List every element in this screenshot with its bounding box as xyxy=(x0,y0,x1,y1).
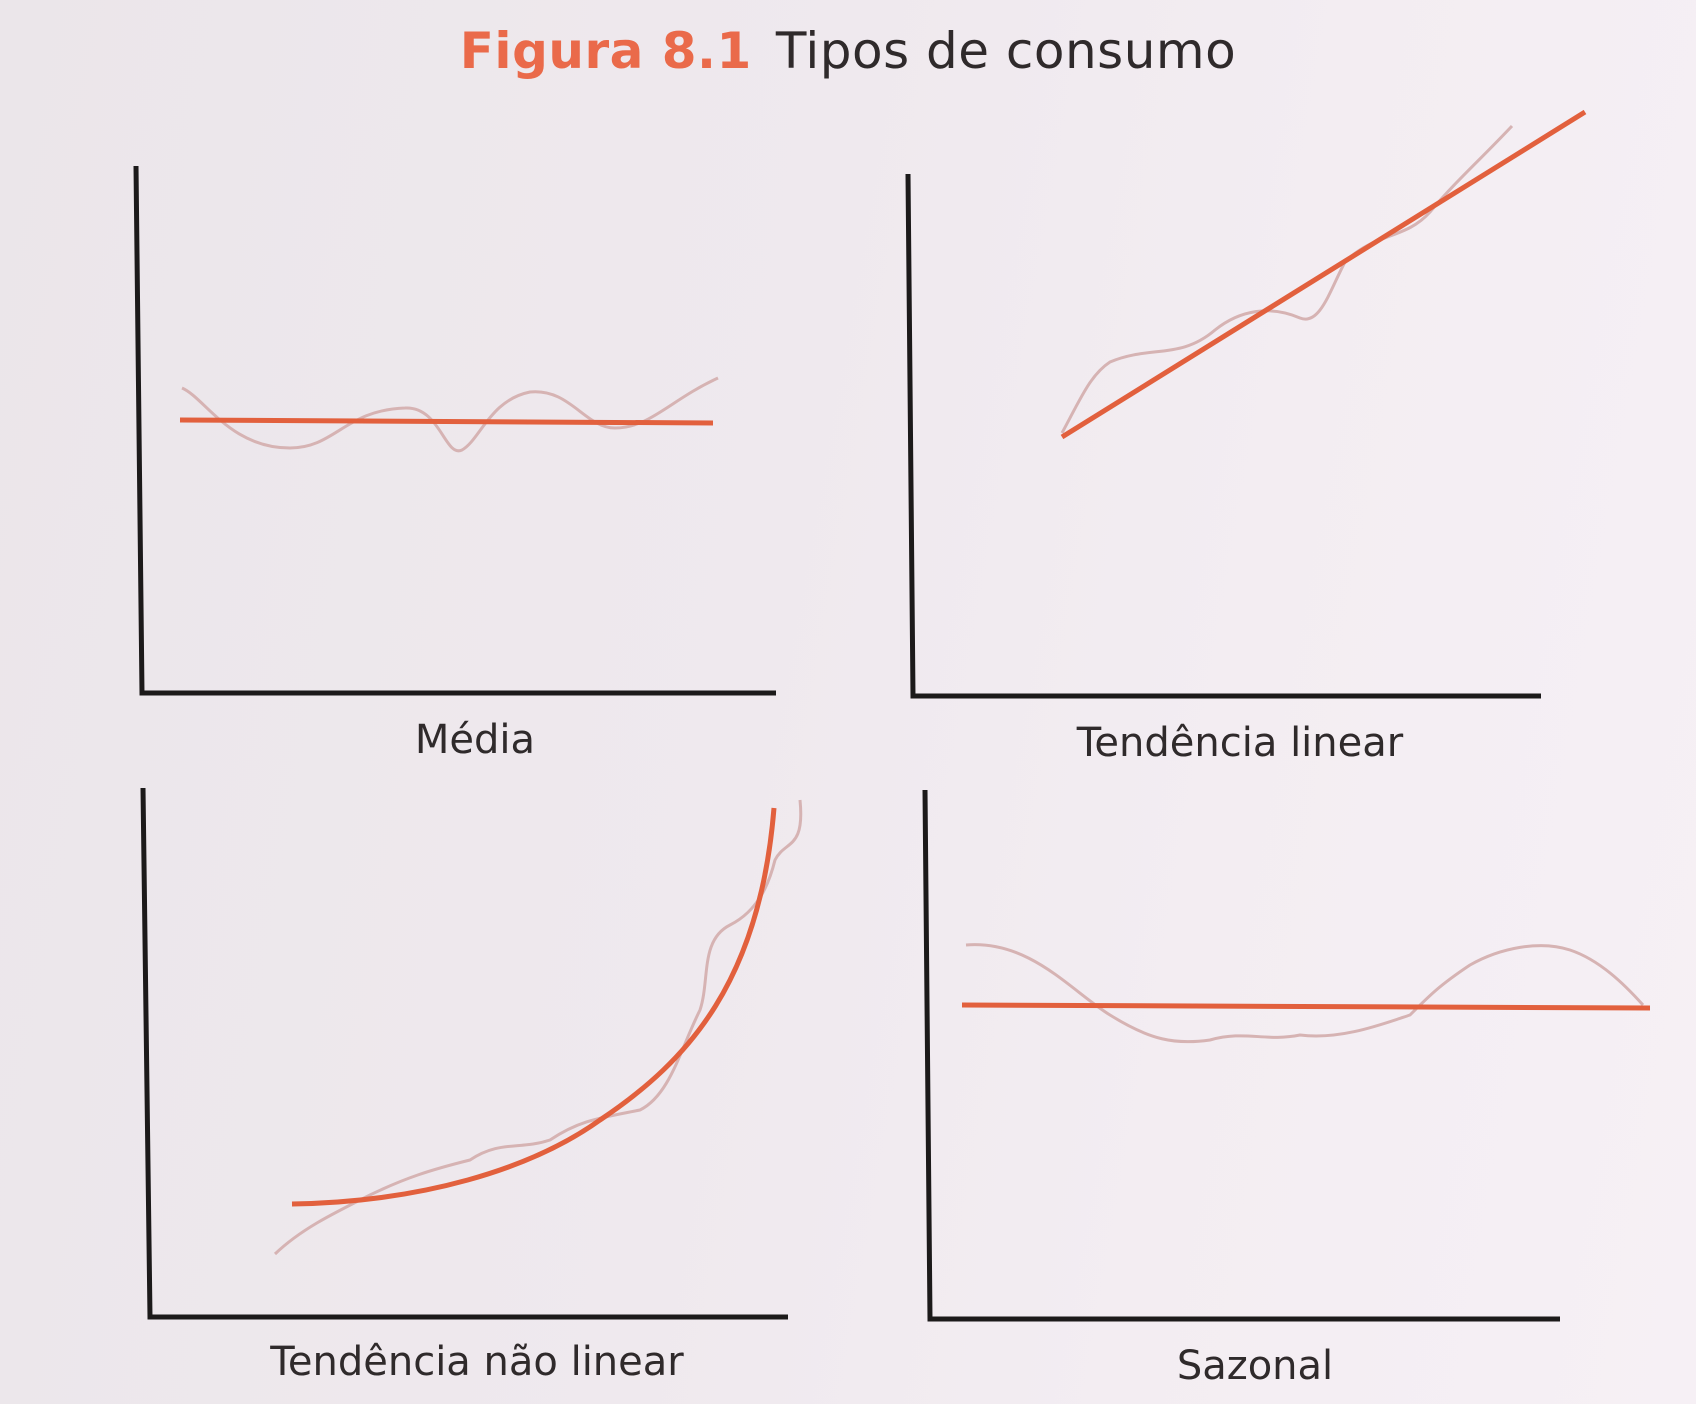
nonlinear-trend-panel-axes xyxy=(140,787,788,1320)
seasonal-panel-mean-line xyxy=(961,1002,1651,1011)
average-panel-axes xyxy=(133,165,776,696)
average-panel-mean-line xyxy=(179,417,714,426)
panel-seasonal: Sazonal xyxy=(922,789,1651,1389)
seasonal-panel-label: Sazonal xyxy=(1177,1343,1333,1389)
seasonal-panel-axes xyxy=(922,789,1560,1322)
average-panel-actual-demand-curve xyxy=(181,376,719,453)
linear-trend-panel-axes xyxy=(905,173,1541,699)
panel-nonlinear-trend: Tendência não linear xyxy=(140,787,803,1385)
figure-number: Figura 8.1 xyxy=(459,22,752,80)
linear-trend-panel-label: Tendência linear xyxy=(1076,720,1404,766)
nonlinear-trend-panel-trend-curve xyxy=(291,807,777,1207)
nonlinear-trend-panel-label: Tendência não linear xyxy=(269,1339,684,1385)
figure-title: Figura 8.1 Tipos de consumo xyxy=(0,22,1696,80)
seasonal-panel-actual-demand-curve xyxy=(965,943,1645,1044)
panel-average: Média xyxy=(133,165,776,763)
panel-linear-trend: Tendência linear xyxy=(905,109,1587,766)
figure-caption: Tipos de consumo xyxy=(775,22,1237,80)
linear-trend-panel-actual-demand-curve xyxy=(1060,124,1514,434)
nonlinear-trend-panel-actual-demand-curve xyxy=(273,799,803,1256)
average-panel-label: Média xyxy=(415,717,535,763)
linear-trend-panel-trend-line xyxy=(1060,109,1587,440)
